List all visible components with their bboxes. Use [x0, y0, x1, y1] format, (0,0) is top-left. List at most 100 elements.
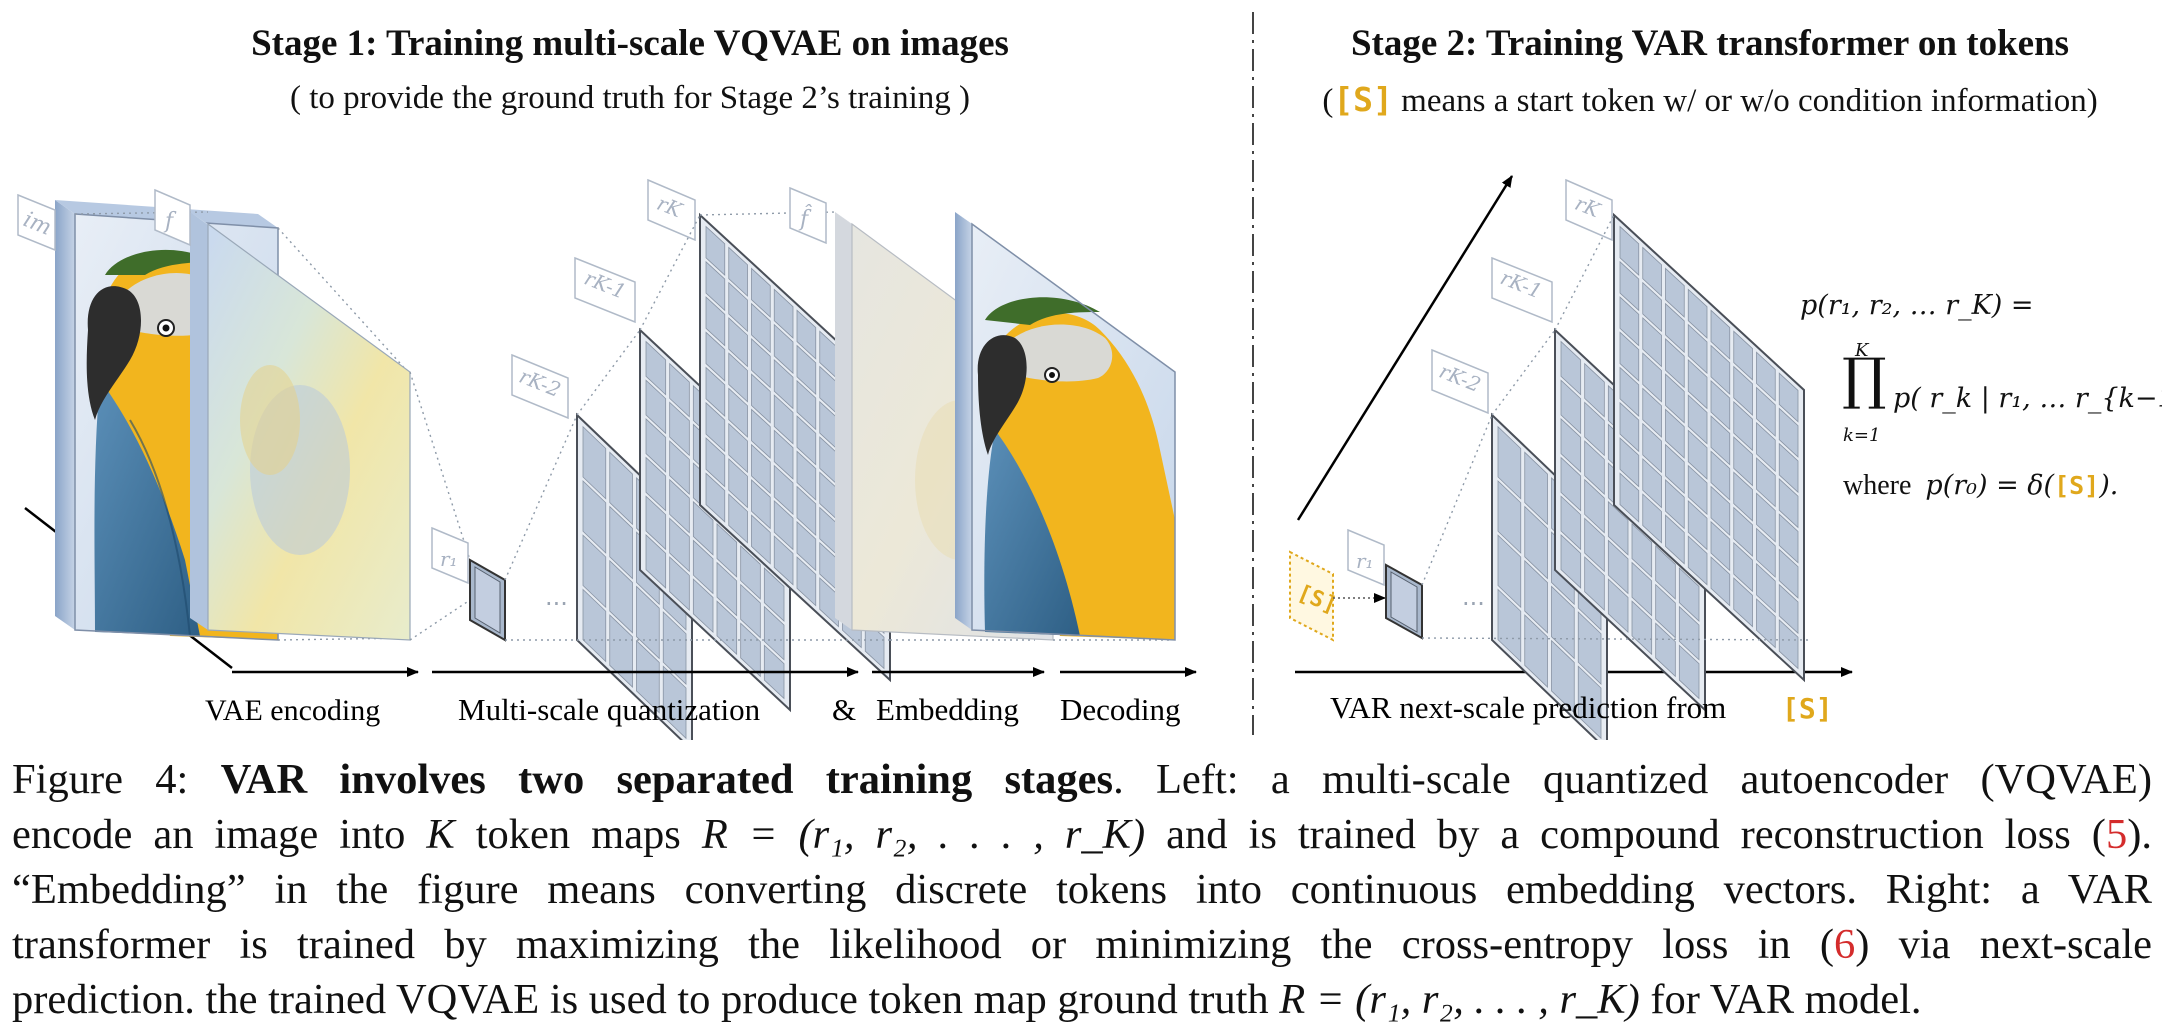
caption-line-2: encode an image into K token maps R = (r… [12, 811, 2152, 858]
s2-token-map-rK-cell [1733, 330, 1753, 381]
token-map-rK-1-cell [740, 622, 761, 678]
s2-token-map-rK-cell [1756, 598, 1776, 649]
s2-token-map-rK-cell [1733, 436, 1753, 487]
token-map-rK-cell [728, 387, 748, 438]
token-map-rK-cell [751, 479, 771, 530]
token-map-rK-cell [796, 556, 817, 607]
s2-token-map-rK-cell [1642, 422, 1662, 474]
s2-token-map-rK-cell [1665, 514, 1685, 565]
s2-token-map-rK-1-cell [1631, 600, 1653, 656]
formula-prod-top: K [1855, 340, 1869, 361]
token-map-rK-cell [728, 493, 748, 544]
s2-token-map-rK-cell [1687, 323, 1708, 375]
s2-token-map-rK-1-cell [1584, 362, 1605, 418]
s2-token-map-rK-cell [1665, 479, 1685, 530]
token-map-rK-1-cell [669, 517, 690, 573]
s2-token-map-rK-1-cell [1678, 605, 1700, 661]
s2-token-map-rK-cell [1687, 535, 1708, 586]
token-map-rK-1-cell [645, 379, 667, 435]
formula-prod-symbol: ∏ [1842, 347, 1887, 412]
s2-token-map-rK-1-cell [1584, 440, 1605, 495]
s2-token-map-rK-cell [1710, 520, 1731, 572]
caption-line-4: transformer is trained by maximizing the… [12, 921, 2152, 968]
token-map-rK-2-cell [662, 665, 687, 740]
s2-token-map-rK-2-cell [1524, 451, 1548, 526]
token-map-rK-1-cell [716, 561, 738, 617]
token-map-rK-1-cell [669, 362, 690, 418]
token-map-rK-cell [773, 288, 794, 339]
s2-token-map-rK-2-cell [1524, 559, 1548, 634]
token-map-rK-cell [705, 366, 726, 417]
formula-conditional: p( r_k | r₁, … r_{k−1} ), [1893, 383, 2162, 414]
s2-token-map-rK-cell [1710, 485, 1731, 537]
token-map-rK-cell [773, 499, 794, 551]
token-map-rK-1-cell [669, 556, 690, 611]
ref-eq-6[interactable]: 6 [1834, 921, 1856, 968]
s2-token-map-rK-cell [1619, 472, 1640, 523]
token-map-rK-1-cell [740, 583, 761, 639]
token-map-rK-cell [705, 260, 726, 312]
label-ampersand: & [832, 692, 856, 727]
token-map-rK-cell [796, 485, 817, 537]
s2-token-map-rK-1-cell [1607, 500, 1629, 556]
diagram-canvas: im f [17, 12, 1853, 740]
s2-token-map-rK-cell [1665, 373, 1685, 424]
token-map-rK-2-cell [662, 611, 687, 685]
s2-token-map-rK-cell [1778, 372, 1799, 423]
token-map-rK-cell [796, 450, 817, 501]
s2-token-map-rK-cell [1619, 437, 1640, 488]
label-rK: rK [647, 178, 696, 242]
label-im: im [17, 193, 56, 252]
stage2-subtitle: ([S] means a start token w/ or w/o condi… [1322, 80, 2098, 119]
token-map-rK-cell [773, 464, 794, 516]
token-map-rK-cell [728, 458, 748, 509]
s2-token-map-rK-cell [1642, 352, 1662, 403]
s2-token-map-rK-2-cell [1497, 588, 1522, 663]
s2-token-map-rK-2-cell [1524, 505, 1548, 580]
s2-token-map-rK-cell [1642, 281, 1662, 333]
caption-line-1: Figure 4: VAR involves two separated tra… [12, 756, 2152, 803]
s2-token-map-rK-cell [1756, 386, 1776, 437]
s2-token-map-rK-2-cell [1497, 480, 1522, 554]
token-map-rK-cell [728, 422, 748, 474]
s2-token-map-rK-cell [1778, 583, 1799, 635]
s2-token-map-rK-cell [1756, 492, 1776, 543]
token-map-rK-2-cell [609, 505, 633, 580]
feature-map-f [190, 212, 411, 641]
token-map-rK-cell [728, 281, 748, 333]
ellipsis-dots: ··· [545, 590, 568, 618]
token-map-rK-cell [751, 514, 771, 565]
s2-token-map-rK-cell [1733, 365, 1753, 416]
s2-token-map-rK-1-cell [1560, 340, 1582, 396]
label-decoding: Decoding [1060, 692, 1181, 727]
s2-token-map-rK-cell [1756, 527, 1776, 578]
s2-token-map-rK-cell [1778, 619, 1799, 670]
s2-token-map-rK-cell [1756, 457, 1776, 508]
token-map-rK-cell [751, 302, 771, 354]
token-map-rK-1-cell [669, 401, 690, 457]
s2-token-map-rK-1-cell [1655, 583, 1676, 639]
token-map-rK-1-cell [645, 495, 667, 551]
s2-token-map-rK-1-cell [1678, 644, 1700, 700]
s2-token-map-rK-1-cell [1631, 561, 1653, 617]
stage1-subtitle: ( to provide the ground truth for Stage … [289, 80, 971, 116]
label-var-token: [S] [1782, 692, 1833, 725]
s2-token-map-rK-cell [1778, 548, 1799, 599]
s2-token-map-rK-cell [1778, 478, 1799, 529]
token-map-rK-cell [773, 535, 794, 586]
token-map-rK-cell [773, 323, 794, 375]
token-map-rK-cell [705, 401, 726, 453]
ref-eq-5[interactable]: 5 [2105, 811, 2128, 858]
s2-token-map-rK-cell [1778, 442, 1799, 494]
svg-text:r₁: r₁ [440, 547, 458, 571]
s2-token-map-rK-1-cell [1560, 456, 1582, 512]
s2-token-map-rK-cell [1710, 450, 1731, 501]
token-map-rK-cell [751, 443, 771, 495]
s2-token-map-rK-cell [1687, 394, 1708, 445]
token-map-rK-2-cell [609, 559, 633, 634]
s2-token-map-rK-1-cell [1584, 517, 1605, 573]
s2-token-map-rK [1613, 212, 1805, 683]
label-rK-1: rK-1 [574, 256, 636, 324]
token-map-rK-2-cell [636, 585, 660, 660]
s2-token-map-rK-2-cell [1497, 425, 1522, 500]
